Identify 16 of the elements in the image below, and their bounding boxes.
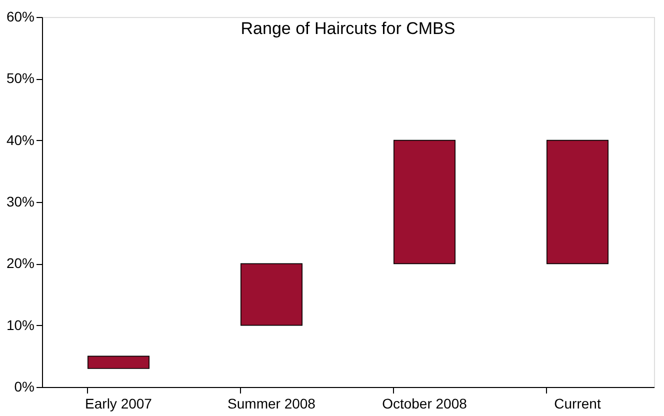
y-tick-label: 0%: [14, 378, 34, 394]
y-tick-label: 10%: [6, 316, 34, 333]
x-tick-label: Early 2007: [85, 396, 152, 412]
bar: [240, 263, 302, 326]
bar: [546, 140, 608, 264]
x-tick-label: Current: [554, 396, 601, 412]
x-tick-label: Summer 2008: [228, 396, 316, 412]
bar: [88, 356, 150, 369]
y-tick-label: 50%: [6, 70, 34, 86]
x-tick-label: October 2008: [382, 396, 468, 412]
bar: [394, 140, 456, 264]
y-tick-label: 20%: [6, 255, 34, 272]
y-tick-label: 40%: [6, 132, 34, 148]
y-tick-label: 30%: [6, 194, 34, 210]
chart-title: Range of Haircuts for CMBS: [240, 19, 456, 38]
y-tick-label: 60%: [6, 8, 34, 24]
